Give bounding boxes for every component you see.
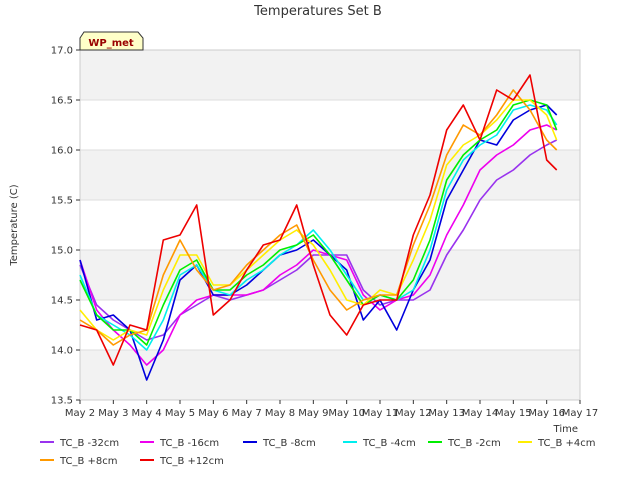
x-tick-label: May 2 [65, 408, 95, 419]
legend-label: TC_B +4cm [537, 438, 596, 449]
y-tick-label: 15.5 [51, 196, 73, 207]
plot-band [80, 50, 580, 100]
y-tick-label: 15.0 [51, 246, 73, 257]
x-tick-label: May 5 [165, 408, 195, 419]
legend-label: TC_B -16cm [159, 438, 219, 449]
plot-band [80, 350, 580, 400]
x-tick-label: May 10 [328, 408, 365, 419]
y-tick-label: 16.0 [51, 146, 73, 157]
series-layer [79, 74, 558, 381]
legend-label: TC_B +12cm [159, 456, 224, 467]
x-tick-label: May 9 [298, 408, 328, 419]
legend: TC_B -32cm TC_B -16cm TC_B -8cm TC_B -4cm TC… [40, 438, 596, 467]
plot-band [80, 250, 580, 300]
series-line-tc-b-32cm [79, 139, 558, 341]
x-tick-label: May 8 [265, 408, 295, 419]
series-line-tc-b-16cm [79, 124, 558, 366]
y-tick-label: 14.0 [51, 346, 73, 357]
x-tick-label: May 11 [362, 408, 399, 419]
x-tick-label: May 17 [562, 408, 599, 419]
x-axis-label: Time [553, 424, 578, 435]
x-tick-label: May 16 [528, 408, 565, 419]
legend-label: TC_B -32cm [59, 438, 119, 449]
series-line-tc-b-2cm [79, 99, 558, 346]
x-tick-label: May 3 [98, 408, 128, 419]
x-tick-label: May 6 [198, 408, 228, 419]
y-tick-label: 13.5 [51, 396, 73, 407]
chart-title: Temperatures Set B [253, 4, 382, 19]
series-line-tc-b-12cm [79, 74, 558, 366]
legend-label: TC_B -8cm [262, 438, 316, 449]
y-axis-ticks: 13.5 14.0 14.5 15.0 15.5 16.0 16.5 17.0 [51, 46, 80, 407]
x-tick-label: May 7 [232, 408, 262, 419]
plot-bands [80, 50, 580, 400]
legend-label: TC_B -2cm [447, 438, 501, 449]
plot-frame [79, 49, 581, 401]
series-line-tc-b-8cm [79, 104, 558, 381]
legend-label: TC_B +8cm [59, 456, 118, 467]
x-tick-label: May 14 [462, 408, 499, 419]
series-line-tc-b-4cm [79, 104, 558, 351]
x-tick-label: May 4 [132, 408, 162, 419]
legend-label: TC_B -4cm [362, 438, 416, 449]
annotation-box: WP_met [79, 31, 144, 51]
annotation-label: WP_met [88, 38, 134, 49]
annotation-box-shape [79, 31, 144, 51]
x-tick-label: May 12 [395, 408, 432, 419]
x-tick-label: May 13 [428, 408, 465, 419]
x-tick-label: May 15 [495, 408, 532, 419]
plot-band [80, 150, 580, 200]
y-tick-label: 16.5 [51, 96, 73, 107]
x-axis-ticks: May 2 May 3 May 4 May 5 May 6 May 7 May 8 May 9… [65, 400, 598, 419]
y-tick-label: 14.5 [51, 296, 73, 307]
y-axis-label: Temperature (C) [9, 184, 20, 266]
y-tick-label: 17.0 [51, 46, 73, 57]
